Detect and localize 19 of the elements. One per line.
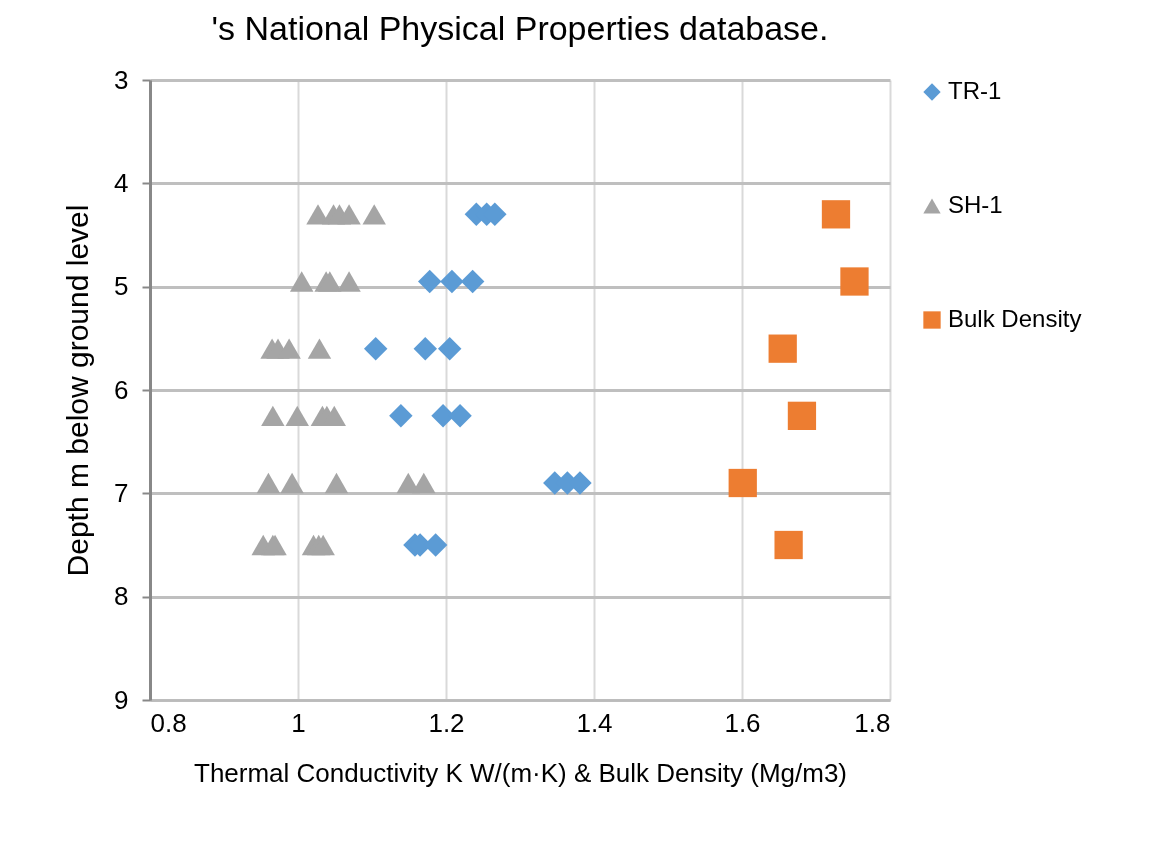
chart-title: 's National Physical Properties database. (211, 9, 829, 47)
y-tick-label: 4 (114, 167, 129, 198)
legend-label: TR-1 (948, 77, 1002, 104)
y-tick-label: 5 (114, 271, 129, 302)
x-tick-label: 1.8 (854, 707, 891, 738)
x-tick-label: 1.4 (576, 707, 613, 738)
y-tick-label: 6 (114, 374, 129, 405)
x-tick-label: 1.2 (428, 707, 465, 738)
legend-label: Bulk Density (948, 305, 1082, 332)
y-tick-label: 9 (114, 684, 129, 715)
x-tick-label: 0.8 (150, 707, 187, 738)
x-tick-label: 1 (291, 707, 306, 738)
legend-label: SH-1 (948, 191, 1003, 218)
x-tick-label: 1.6 (724, 707, 761, 738)
y-tick-label: 3 (114, 64, 129, 95)
y-axis-title: Depth m below ground level (61, 204, 95, 577)
x-axis-title: Thermal Conductivity K W/(m·K) & Bulk Density (Mg/m3) (193, 757, 848, 788)
y-tick-label: 8 (114, 581, 129, 612)
y-tick-label: 7 (114, 477, 129, 508)
